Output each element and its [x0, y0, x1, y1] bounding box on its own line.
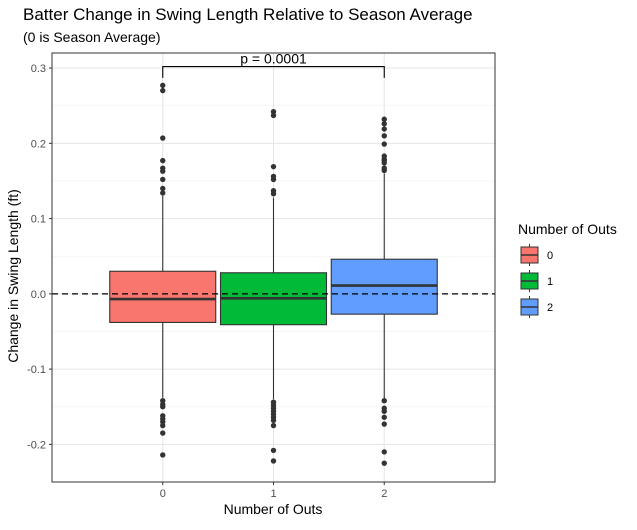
y-tick-label: -0.1	[27, 364, 46, 376]
outlier-point	[160, 185, 166, 192]
outlier-point	[270, 191, 277, 197]
outlier-point	[160, 419, 166, 425]
outlier-point	[381, 421, 387, 427]
outlier-point	[160, 422, 166, 429]
legend-label: 1	[547, 276, 553, 288]
plot-panel: p = 0.0001	[51, 51, 496, 483]
chart-title: Batter Change in Swing Length Relative t…	[23, 5, 473, 24]
outlier-point	[381, 449, 387, 455]
chart-subtitle: (0 is Season Average)	[23, 29, 161, 45]
x-tick-label: 1	[270, 488, 276, 500]
outlier-point	[270, 447, 277, 454]
outlier-point	[381, 121, 387, 127]
outlier-point	[381, 116, 387, 122]
x-axis-title: Number of Outs	[224, 501, 323, 517]
outlier-point	[381, 167, 387, 174]
outlier-point	[381, 126, 387, 132]
outlier-point	[381, 398, 387, 404]
y-tick-label: -0.2	[27, 439, 46, 451]
outlier-point	[270, 163, 277, 170]
legend-title: Number of Outs	[518, 221, 617, 237]
outlier-point	[160, 176, 166, 183]
outlier-point	[160, 87, 166, 94]
outlier-point	[160, 430, 166, 436]
outlier-point	[270, 458, 277, 464]
outlier-point	[160, 82, 166, 89]
legend-label: 0	[547, 250, 553, 262]
outlier-point	[381, 160, 387, 166]
outlier-point	[270, 176, 277, 183]
outlier-point	[270, 417, 277, 423]
outlier-point	[381, 408, 387, 414]
legend: Number of Outs 0 1 2	[518, 221, 617, 318]
box	[109, 270, 217, 323]
box-group-2	[330, 116, 438, 466]
x-tick-label: 0	[160, 488, 166, 500]
significance-label: p = 0.0001	[240, 51, 307, 67]
outlier-point	[381, 414, 387, 420]
box-group-0	[109, 82, 217, 458]
outlier-point	[270, 112, 277, 119]
y-axis-title: Change in Swing Length (ft)	[5, 189, 21, 363]
outlier-point	[160, 168, 166, 174]
outlier-point	[160, 190, 166, 196]
x-tick-label: 2	[381, 488, 387, 500]
outlier-point	[270, 422, 277, 429]
outlier-point	[160, 404, 166, 410]
y-tick-label: 0.1	[31, 214, 46, 226]
outlier-point	[160, 135, 166, 141]
legend-label: 2	[547, 302, 553, 314]
outlier-point	[160, 157, 166, 164]
outlier-point	[160, 398, 166, 404]
significance-bracket	[162, 65, 385, 78]
outlier-point	[381, 133, 387, 139]
y-tick-label: 0.0	[31, 289, 46, 301]
outlier-point	[160, 452, 166, 458]
y-tick-label: 0.2	[31, 138, 46, 150]
outlier-point	[381, 460, 387, 466]
y-tick-label: 0.3	[31, 63, 46, 75]
outlier-point	[270, 109, 277, 115]
box-group-1	[219, 109, 328, 464]
outlier-point	[381, 141, 387, 147]
